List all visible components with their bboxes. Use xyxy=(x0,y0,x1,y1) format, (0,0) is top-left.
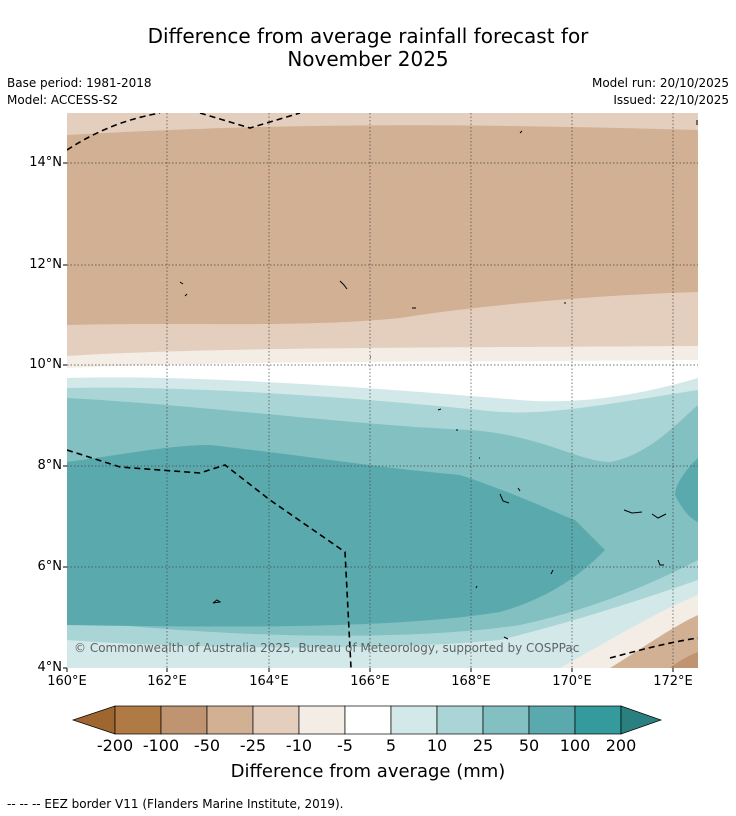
colorbar-swatch xyxy=(344,705,392,735)
colorbar-swatch xyxy=(574,705,622,735)
colorbar-swatch xyxy=(390,705,438,735)
cb-label-100: 100 xyxy=(559,736,591,755)
lat-label-14n: 14°N xyxy=(29,155,62,170)
lat-label-6n: 6°N xyxy=(37,559,63,574)
band-wet-50 xyxy=(67,445,605,627)
cb-label-minus5: -5 xyxy=(337,736,353,755)
colorbar xyxy=(71,705,663,735)
colorbar-swatch xyxy=(114,705,162,735)
model-run: Model run: 20/10/2025 xyxy=(591,76,729,90)
chart-title-line1: Difference from average rainfall forecas… xyxy=(147,24,589,48)
cb-label-10: 10 xyxy=(426,736,448,755)
band-dry-se-minus50 xyxy=(670,652,698,668)
cb-label-minus25: -25 xyxy=(239,736,267,755)
colorbar-extend-low xyxy=(71,705,116,735)
grid-lines xyxy=(67,113,698,668)
cb-label-5: 5 xyxy=(385,736,397,755)
colorbar-extend-high xyxy=(620,705,663,735)
cb-label-minus10: -10 xyxy=(285,736,313,755)
copyright-notice: © Commonwealth of Australia 2025, Bureau… xyxy=(74,641,580,655)
cb-label-200: 200 xyxy=(605,736,637,755)
lat-label-4n: 4°N xyxy=(37,660,63,675)
eez-borders xyxy=(67,113,698,668)
lon-label-166e: 166°E xyxy=(350,674,390,689)
colorbar-title: Difference from average (mm) xyxy=(230,761,506,782)
lon-label-172e: 172°E xyxy=(653,674,693,689)
colorbar-swatch xyxy=(160,705,208,735)
band-dry-se-minus25 xyxy=(610,615,698,668)
colorbar-swatch xyxy=(298,705,346,735)
lat-label-10n: 10°N xyxy=(29,357,62,372)
band-wet-50-east xyxy=(675,458,698,522)
cb-label-25: 25 xyxy=(472,736,494,755)
colorbar-swatch xyxy=(206,705,254,735)
cb-label-50: 50 xyxy=(518,736,540,755)
colorbar-swatch xyxy=(528,705,576,735)
cb-label-minus200: -200 xyxy=(96,736,134,755)
chart-title-line2: November 2025 xyxy=(287,47,449,71)
lat-label-8n: 8°N xyxy=(37,458,63,473)
base-period: Base period: 1981-2018 xyxy=(7,76,152,90)
model-name: Model: ACCESS-S2 xyxy=(7,93,119,107)
lat-label-12n: 12°N xyxy=(29,257,62,272)
islands xyxy=(179,120,698,640)
colorbar-swatch xyxy=(482,705,530,735)
cb-label-minus50: -50 xyxy=(193,736,221,755)
lon-label-160e: 160°E xyxy=(47,674,87,689)
colorbar-swatch xyxy=(252,705,300,735)
eez-footnote: -- -- -- EEZ border V11 (Flanders Marine… xyxy=(7,797,344,811)
lon-label-162e: 162°E xyxy=(147,674,187,689)
lon-label-168e: 168°E xyxy=(451,674,491,689)
axis-ticks xyxy=(63,162,674,672)
issued-date: Issued: 22/10/2025 xyxy=(613,93,729,107)
cb-label-minus100: -100 xyxy=(142,736,180,755)
lon-label-170e: 170°E xyxy=(552,674,592,689)
lon-label-164e: 164°E xyxy=(249,674,289,689)
colorbar-swatch xyxy=(436,705,484,735)
band-dry-minus25-north xyxy=(67,125,698,325)
